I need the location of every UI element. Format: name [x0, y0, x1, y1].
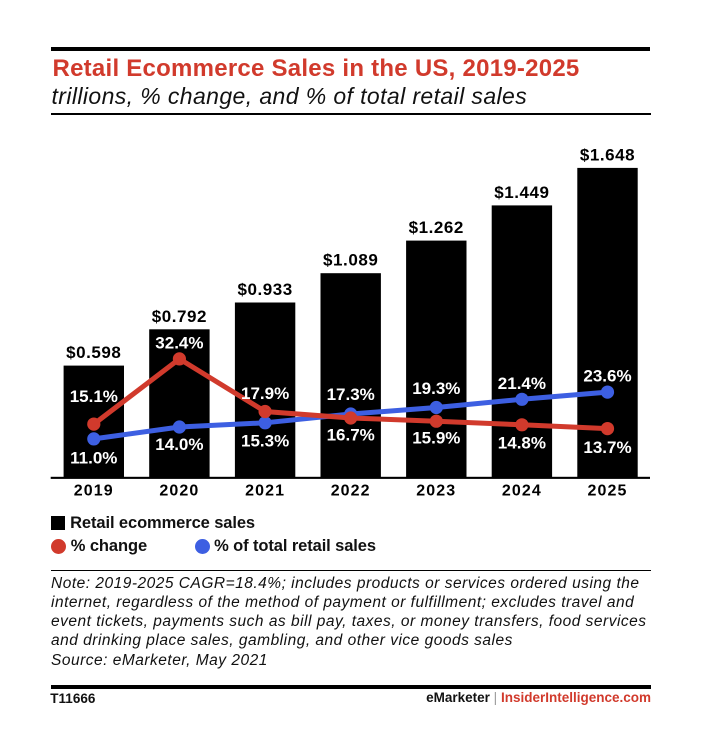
svg-text:$0.792: $0.792: [152, 307, 207, 326]
svg-text:16.7%: 16.7%: [327, 426, 375, 445]
svg-text:15.3%: 15.3%: [241, 431, 289, 450]
svg-text:17.3%: 17.3%: [327, 385, 375, 404]
svg-text:$1.089: $1.089: [323, 251, 378, 270]
svg-text:17.9%: 17.9%: [241, 384, 289, 403]
svg-text:2023: 2023: [416, 483, 456, 500]
svg-text:23.6%: 23.6%: [583, 366, 631, 385]
svg-text:$1.648: $1.648: [580, 146, 635, 165]
svg-text:$1.262: $1.262: [409, 218, 464, 237]
svg-text:$1.449: $1.449: [494, 183, 549, 202]
svg-text:14.0%: 14.0%: [155, 435, 203, 454]
svg-text:19.3%: 19.3%: [412, 379, 460, 398]
svg-text:15.1%: 15.1%: [70, 387, 118, 406]
svg-text:15.9%: 15.9%: [412, 429, 460, 448]
svg-text:2024: 2024: [502, 483, 542, 500]
svg-text:2021: 2021: [245, 483, 285, 500]
svg-text:11.0%: 11.0%: [70, 448, 117, 467]
svg-text:21.4%: 21.4%: [498, 374, 546, 393]
svg-text:2020: 2020: [159, 483, 199, 500]
svg-text:14.8%: 14.8%: [498, 433, 546, 452]
svg-text:32.4%: 32.4%: [155, 334, 203, 353]
svg-text:$0.933: $0.933: [237, 280, 292, 299]
svg-text:2019: 2019: [74, 483, 114, 500]
svg-text:2022: 2022: [331, 483, 371, 500]
svg-text:$0.598: $0.598: [66, 343, 121, 362]
svg-text:2025: 2025: [588, 483, 628, 500]
svg-text:13.7%: 13.7%: [583, 438, 631, 457]
